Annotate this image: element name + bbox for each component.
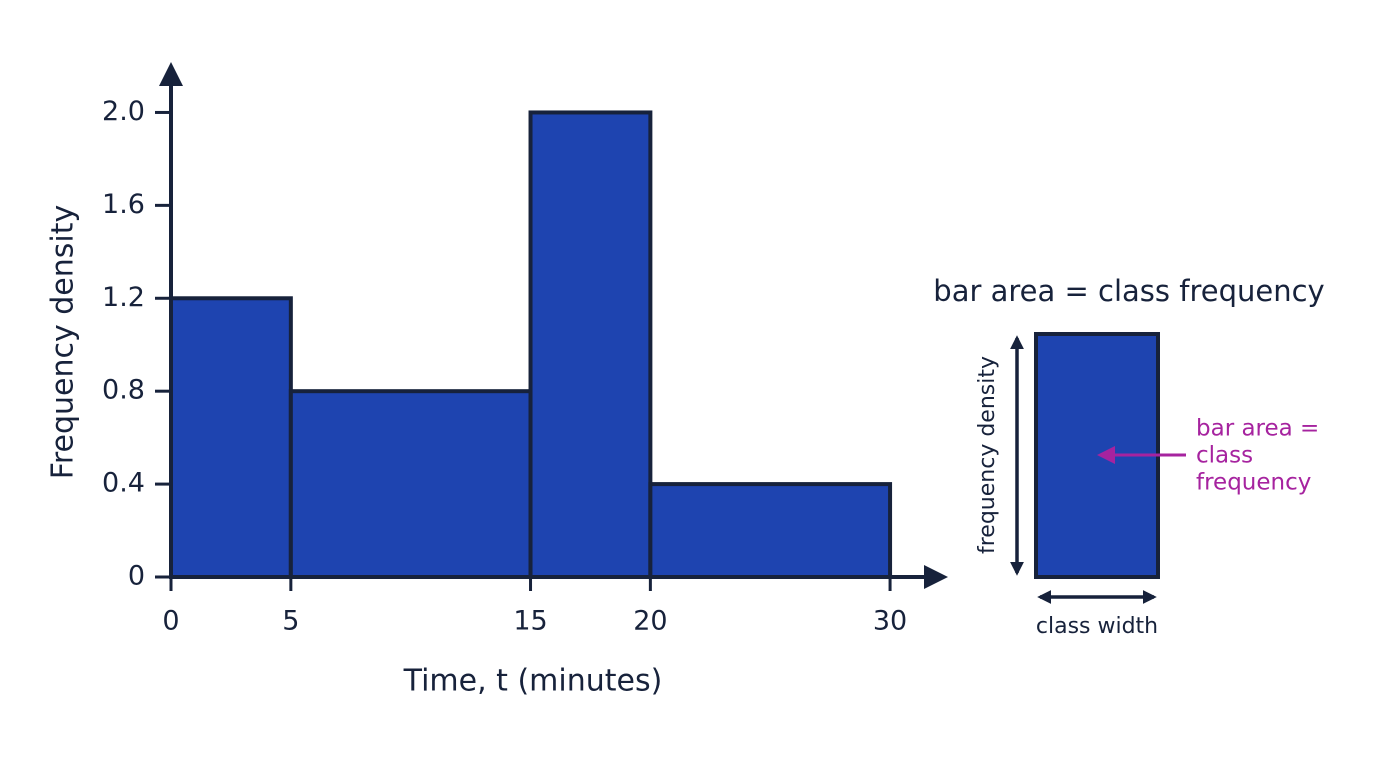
y-tick-label: 0 [128, 561, 145, 592]
callout-label: bar area = [1196, 416, 1319, 442]
x-tick-label: 15 [513, 606, 547, 637]
x-tick-label: 20 [633, 606, 667, 637]
x-tick-label: 30 [873, 606, 907, 637]
x-axis-arrow [924, 565, 948, 589]
bar [288, 389, 533, 579]
x-tick-label: 0 [162, 606, 179, 637]
height-label: frequency density [975, 356, 1000, 554]
y-axis-label: Frequency density [46, 205, 81, 480]
y-tick-label: 0.8 [102, 375, 145, 406]
bar [169, 296, 293, 579]
area-diagram: bar area = class frequency frequency den… [933, 274, 1324, 639]
callout-label: frequency [1196, 470, 1311, 496]
callout-arrowhead [1097, 446, 1115, 464]
x-tick-label: 5 [282, 606, 299, 637]
y-tick-label: 1.2 [102, 282, 145, 313]
callout-label: class [1196, 443, 1253, 469]
bar [648, 482, 893, 579]
y-axis-arrow [159, 62, 183, 86]
width-label: class width [1036, 614, 1158, 639]
bar [528, 110, 653, 579]
y-tick-label: 2.0 [102, 96, 145, 127]
diagram-title: bar area = class frequency [933, 274, 1324, 308]
x-axis-label: Time, t (minutes) [403, 664, 663, 699]
y-tick-label: 1.6 [102, 189, 145, 220]
y-tick-label: 0.4 [102, 468, 145, 499]
